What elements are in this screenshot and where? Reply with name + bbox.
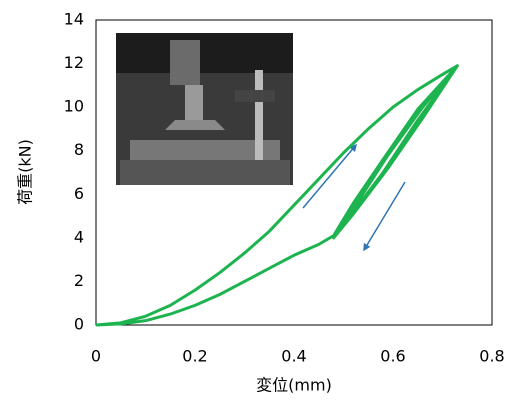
load-curve [95, 64, 459, 327]
photo-inset [116, 33, 293, 185]
y-tick-label: 2 [74, 271, 84, 290]
y-tick-label: 8 [74, 140, 84, 159]
x-tick-label: 0 [91, 347, 101, 366]
y-tick-label: 4 [74, 227, 84, 246]
y-tick-label: 12 [64, 53, 84, 72]
plot-frame [95, 19, 493, 326]
y-tick-label: 10 [64, 97, 84, 116]
x-tick-label: 0.8 [479, 347, 504, 366]
x-tick-label: 0.6 [380, 347, 405, 366]
x-tick-label: 0.4 [281, 347, 306, 366]
x-tick-label: 0.2 [182, 347, 207, 366]
y-axis-label: 荷重(kN) [16, 139, 35, 205]
arrow-loading [302, 143, 357, 209]
x-axis-label: 変位(mm) [256, 376, 332, 395]
y-tick-label: 0 [74, 315, 84, 334]
y-tick-label: 14 [64, 10, 84, 29]
arrow-unloading [363, 181, 406, 252]
y-tick-label: 6 [74, 184, 84, 203]
